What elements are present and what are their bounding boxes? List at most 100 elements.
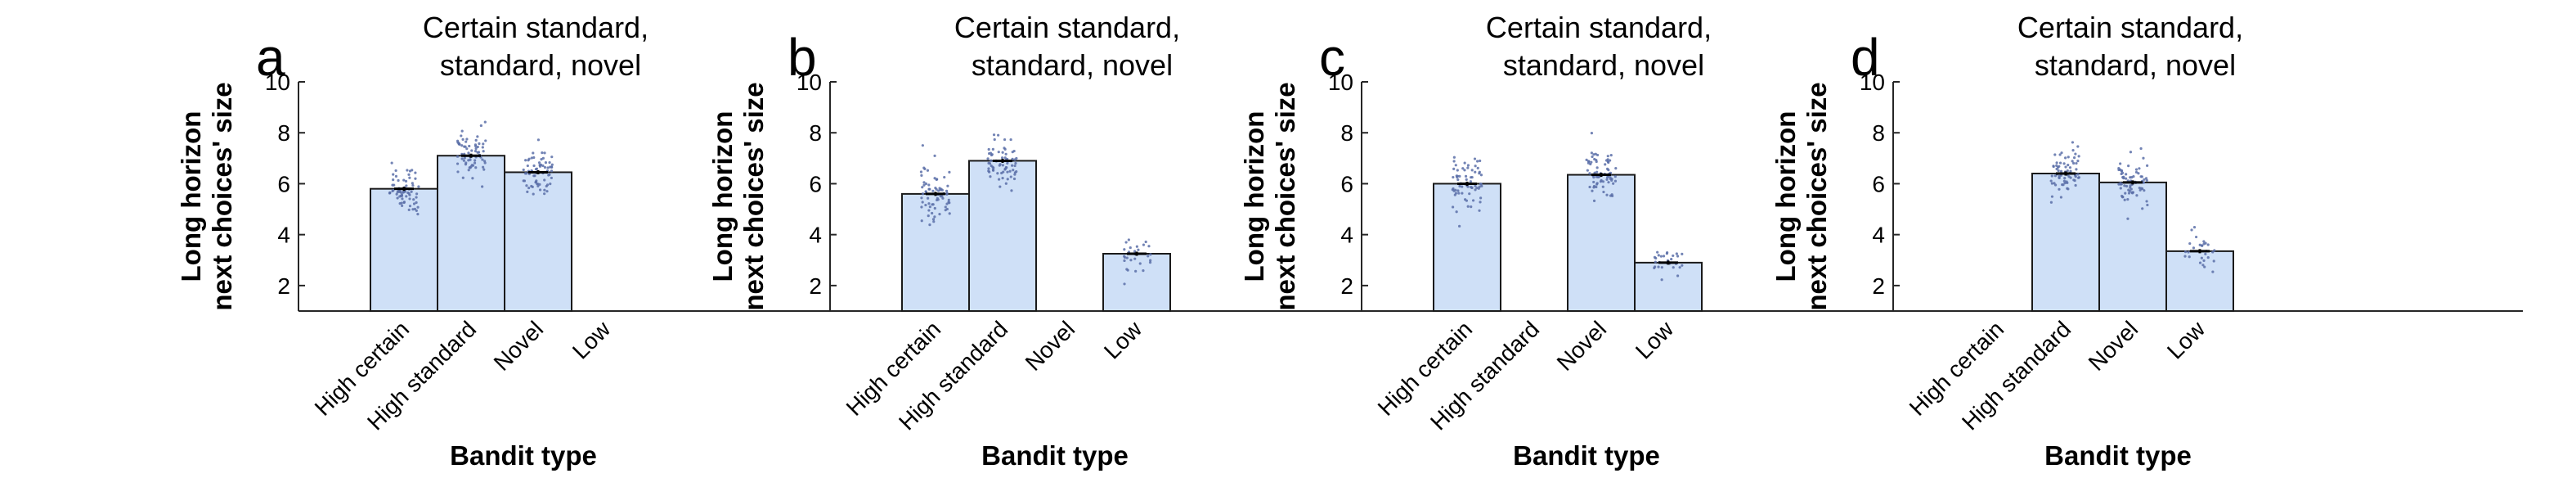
data-point [1660, 266, 1663, 269]
x-axis-label: Bandit type [450, 440, 597, 471]
bar [968, 160, 1037, 312]
data-point [1003, 156, 1007, 160]
data-point [543, 178, 546, 182]
data-point [1605, 193, 1609, 196]
data-point [467, 151, 470, 155]
data-point [1595, 160, 1598, 164]
data-point [936, 196, 939, 200]
data-point [928, 205, 931, 209]
data-point [473, 161, 477, 165]
data-point [2063, 177, 2067, 180]
data-point [2198, 261, 2202, 264]
data-point [1457, 192, 1461, 195]
data-point [2055, 161, 2058, 165]
data-point [1012, 177, 1016, 181]
data-point [1006, 170, 1009, 174]
data-point [407, 208, 411, 211]
chart-title-line-2: standard, novel [1503, 48, 1704, 82]
data-point [397, 178, 400, 183]
data-point [1123, 259, 1126, 263]
data-point [468, 166, 471, 169]
data-point [545, 184, 548, 188]
y-tick-label: 8 [1872, 120, 1885, 146]
data-point [999, 185, 1002, 188]
data-point [473, 143, 478, 147]
data-point [1455, 174, 1458, 178]
data-point [2117, 183, 2120, 186]
data-point [1463, 169, 1466, 172]
data-point [1657, 254, 1660, 257]
data-point [2145, 178, 2148, 183]
y-tick-label: 8 [809, 120, 822, 146]
data-point [2062, 183, 2065, 187]
data-point [1592, 186, 1595, 189]
data-point [1586, 161, 1591, 165]
data-point [530, 184, 533, 188]
data-point [989, 175, 992, 178]
data-point [546, 166, 550, 169]
data-point [946, 184, 949, 187]
data-point [1478, 170, 1481, 174]
panel-a: a Certain standard, standard, novel 2 4 6 8 10 L… [176, 11, 928, 471]
data-point [482, 150, 485, 153]
data-point [1001, 151, 1004, 154]
data-point [478, 142, 481, 146]
data-point [411, 208, 415, 211]
data-point [543, 165, 547, 169]
data-point [401, 204, 404, 208]
data-point [2064, 165, 2067, 169]
data-point [933, 215, 936, 219]
data-point [1602, 190, 1605, 194]
data-point [1476, 160, 1479, 163]
data-point [1593, 171, 1596, 174]
data-point [1595, 182, 1599, 185]
data-point [394, 174, 398, 178]
data-point [407, 173, 411, 176]
data-point [943, 175, 946, 179]
data-point [1001, 177, 1004, 180]
data-point [544, 161, 548, 165]
data-point [465, 147, 469, 151]
data-point [2074, 152, 2077, 156]
data-point [538, 188, 542, 192]
data-point [527, 186, 531, 190]
y-tick-label: 6 [1340, 171, 1353, 196]
data-point [939, 188, 942, 192]
data-point [524, 159, 527, 162]
data-point [410, 190, 413, 193]
chart-title-line-1: Certain standard, [954, 11, 1180, 44]
x-tick-label: Low [568, 316, 616, 364]
data-point [2074, 183, 2077, 187]
data-point [1586, 169, 1589, 172]
x-tick-label: Novel [2084, 316, 2143, 376]
data-point [2071, 141, 2075, 144]
data-point [921, 192, 925, 196]
data-point [1586, 160, 1591, 163]
data-point [1672, 266, 1675, 269]
data-point [535, 167, 539, 170]
data-point [2183, 255, 2187, 258]
data-point [1595, 166, 1599, 169]
data-point [2127, 165, 2130, 168]
y-tick-label: 4 [1340, 223, 1353, 248]
data-point [1135, 245, 1138, 248]
data-point [2213, 249, 2216, 252]
data-point [2067, 163, 2070, 167]
data-point [414, 177, 417, 180]
data-point [2125, 173, 2128, 176]
data-point [2139, 175, 2143, 178]
data-point [1590, 132, 1594, 135]
data-point [1006, 161, 1009, 165]
data-point [1654, 256, 1658, 260]
data-point [1463, 161, 1466, 165]
chart-title-line-1: Certain standard, [2017, 11, 2243, 44]
data-point [1456, 189, 1460, 192]
data-point [924, 190, 927, 193]
data-point [2121, 176, 2125, 179]
data-point [1466, 185, 1470, 188]
data-point [2055, 164, 2058, 167]
data-point [1452, 156, 1456, 159]
data-point [2056, 165, 2060, 169]
data-point [474, 166, 478, 169]
